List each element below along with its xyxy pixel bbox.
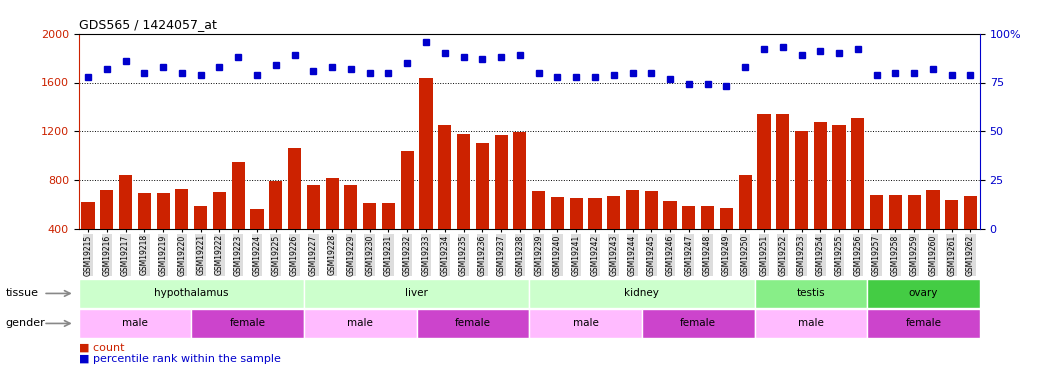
- Bar: [457, 134, 471, 278]
- Text: liver: liver: [406, 288, 428, 298]
- Bar: [551, 197, 564, 278]
- Bar: [964, 196, 977, 278]
- Bar: [194, 206, 208, 278]
- Bar: [795, 131, 808, 278]
- Text: male: male: [122, 318, 148, 328]
- Text: male: male: [347, 318, 373, 328]
- Bar: [400, 151, 414, 278]
- Bar: [381, 203, 395, 278]
- Bar: [419, 78, 433, 278]
- Text: GDS565 / 1424057_at: GDS565 / 1424057_at: [79, 18, 217, 31]
- Text: female: female: [905, 318, 941, 328]
- Bar: [345, 185, 357, 278]
- Bar: [529, 309, 641, 338]
- Bar: [682, 206, 696, 278]
- Text: kidney: kidney: [625, 288, 659, 298]
- Text: male: male: [798, 318, 824, 328]
- Bar: [529, 279, 755, 308]
- Bar: [417, 309, 529, 338]
- Bar: [870, 195, 883, 278]
- Bar: [720, 208, 733, 278]
- Bar: [641, 309, 755, 338]
- Text: female: female: [230, 318, 265, 328]
- Bar: [758, 114, 770, 278]
- Bar: [626, 190, 639, 278]
- Bar: [813, 122, 827, 278]
- Bar: [269, 181, 282, 278]
- Bar: [495, 135, 507, 278]
- Bar: [868, 309, 980, 338]
- Bar: [945, 200, 958, 278]
- Bar: [755, 309, 868, 338]
- Text: male: male: [572, 318, 598, 328]
- Bar: [476, 144, 488, 278]
- Bar: [570, 198, 583, 278]
- Bar: [851, 118, 865, 278]
- Bar: [663, 201, 677, 278]
- Text: testis: testis: [796, 288, 825, 298]
- Text: tissue: tissue: [5, 288, 38, 298]
- Bar: [832, 125, 846, 278]
- Bar: [868, 279, 980, 308]
- Bar: [588, 198, 602, 278]
- Bar: [363, 203, 376, 278]
- Bar: [137, 194, 151, 278]
- Bar: [514, 132, 526, 278]
- Bar: [304, 309, 417, 338]
- Text: hypothalamus: hypothalamus: [154, 288, 228, 298]
- Bar: [307, 185, 320, 278]
- Bar: [79, 309, 191, 338]
- Text: female: female: [680, 318, 716, 328]
- Bar: [191, 309, 304, 338]
- Bar: [326, 178, 339, 278]
- Text: gender: gender: [5, 318, 45, 328]
- Bar: [739, 175, 751, 278]
- Bar: [175, 189, 189, 278]
- Bar: [119, 175, 132, 278]
- Bar: [755, 279, 868, 308]
- Bar: [777, 114, 789, 278]
- Text: ovary: ovary: [909, 288, 938, 298]
- Bar: [926, 190, 939, 278]
- Bar: [250, 209, 263, 278]
- Bar: [701, 206, 714, 278]
- Bar: [889, 195, 902, 278]
- Bar: [532, 191, 545, 278]
- Text: ■ count: ■ count: [79, 343, 124, 353]
- Bar: [79, 279, 304, 308]
- Bar: [908, 195, 921, 278]
- Bar: [82, 202, 94, 278]
- Bar: [607, 196, 620, 278]
- Bar: [438, 125, 452, 278]
- Bar: [288, 148, 301, 278]
- Bar: [213, 192, 226, 278]
- Bar: [156, 194, 170, 278]
- Bar: [232, 162, 245, 278]
- Text: ■ percentile rank within the sample: ■ percentile rank within the sample: [79, 354, 281, 364]
- Bar: [101, 190, 113, 278]
- Bar: [645, 191, 658, 278]
- Bar: [304, 279, 529, 308]
- Text: female: female: [455, 318, 490, 328]
